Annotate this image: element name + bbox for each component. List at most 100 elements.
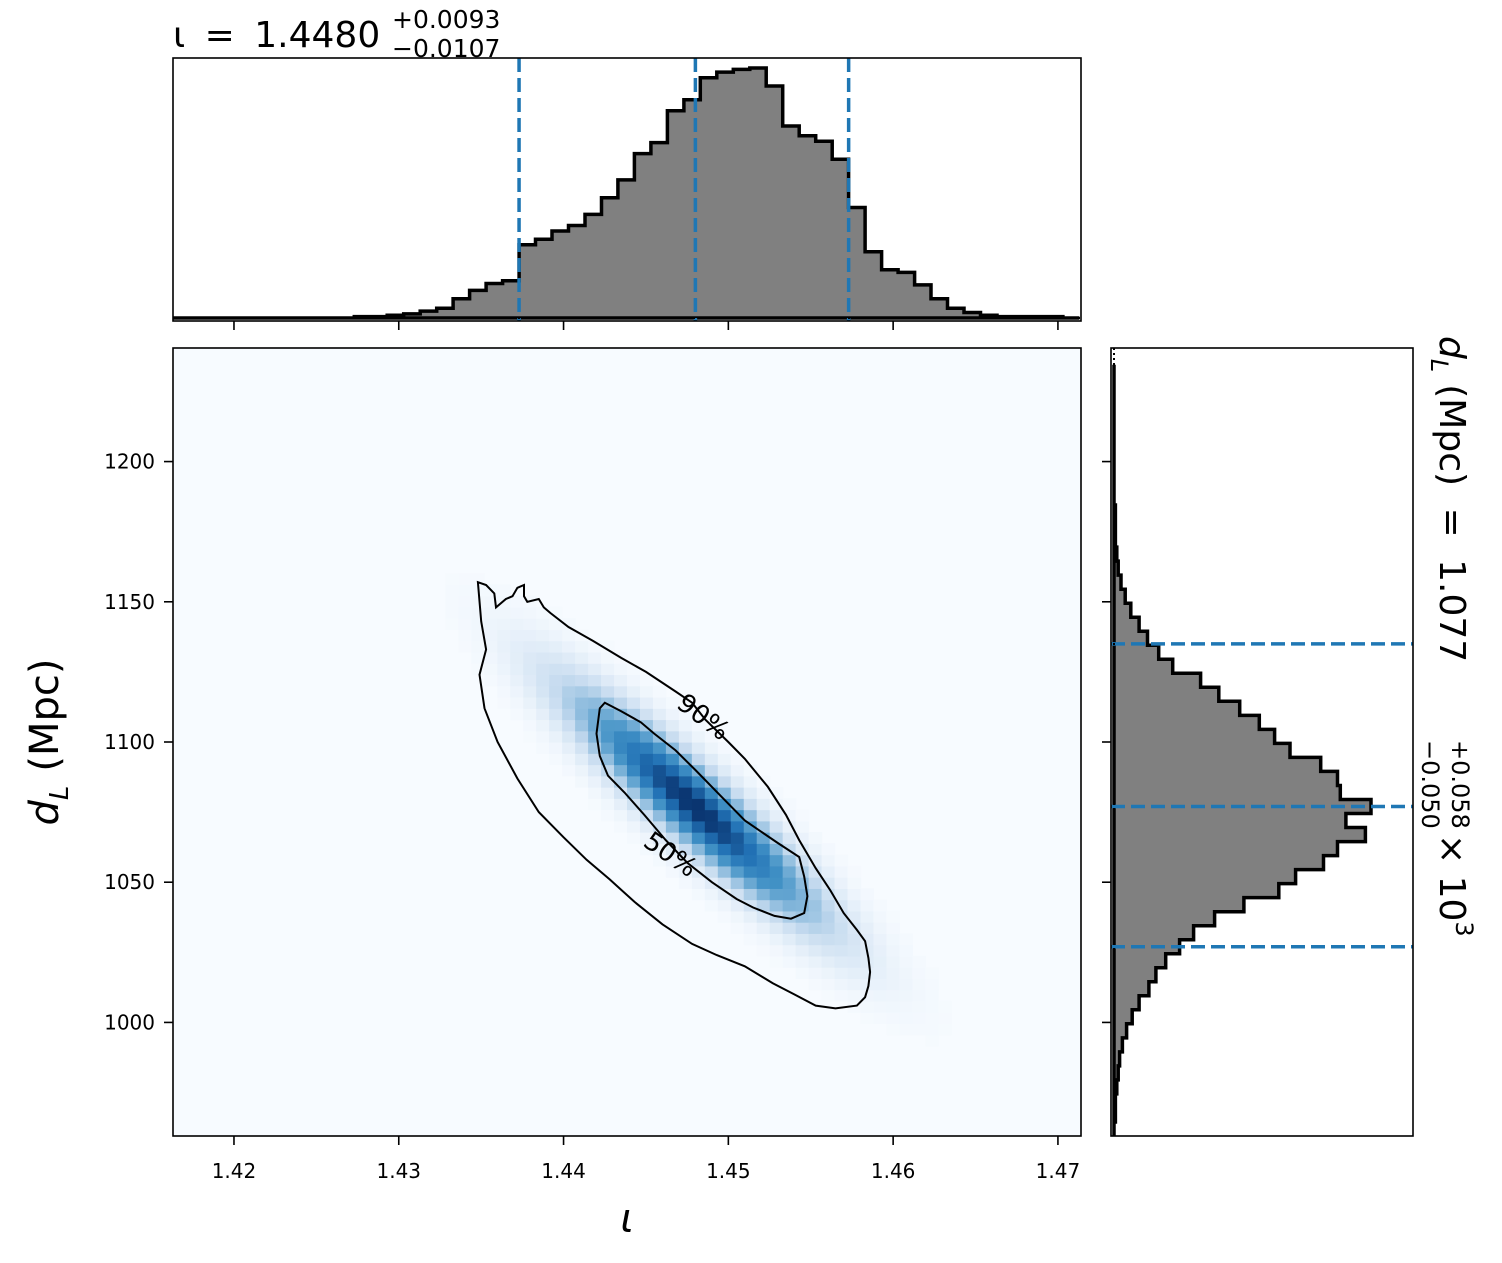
- dL-quantile-lines: [1111, 642, 1413, 949]
- iota-quantile-lines: [517, 58, 851, 321]
- dL-marginal-ticks: [1102, 460, 1111, 1024]
- density-cell: [510, 685, 524, 698]
- density-cell: [588, 685, 602, 698]
- density-cell: [717, 820, 732, 833]
- dL-title-minus: −0.050: [1416, 740, 1444, 829]
- density-cell: [873, 1000, 888, 1013]
- density-cell: [691, 832, 706, 844]
- density-cell: [652, 719, 667, 732]
- density-cell: [769, 843, 784, 856]
- density-cell: [536, 696, 550, 709]
- density-cell: [639, 775, 654, 788]
- density-cell: [497, 685, 511, 698]
- dL-title-subscript: L: [1425, 359, 1453, 372]
- density-cell: [795, 899, 810, 912]
- density-cell: [627, 708, 641, 721]
- density-cell: [601, 764, 615, 777]
- density-cell: [523, 730, 537, 743]
- density-cell: [549, 606, 563, 619]
- density-cell: [743, 764, 758, 777]
- density-cell: [536, 640, 550, 653]
- density-cell: [614, 696, 628, 709]
- iota-marginal-panel: ι = 1.4480 +0.0093 −0.0107: [172, 5, 1082, 330]
- density-cell: [549, 674, 563, 687]
- density-cell: [717, 865, 732, 878]
- density-cell: [601, 775, 615, 788]
- density-cell: [808, 899, 823, 912]
- density-cell: [458, 618, 472, 631]
- density-cell: [536, 742, 550, 754]
- density-cell: [717, 877, 732, 889]
- density-cell: [899, 1000, 913, 1013]
- density-cell: [471, 651, 485, 664]
- density-cell: [614, 820, 628, 833]
- density-cell: [899, 967, 913, 979]
- density-cell: [912, 989, 926, 1002]
- dL-title-symbol: d: [1431, 336, 1472, 360]
- density-cell: [730, 775, 745, 788]
- density-cell: [834, 955, 849, 968]
- x-axis-label: ι: [620, 1196, 634, 1242]
- iota-title-plus: +0.0093: [392, 5, 500, 34]
- density-cell: [873, 910, 888, 923]
- density-cell: [652, 820, 667, 833]
- density-cell: [458, 640, 472, 653]
- density-cell: [717, 742, 732, 754]
- density-cell: [639, 708, 654, 721]
- density-cell: [588, 730, 602, 743]
- density-cell: [549, 696, 563, 709]
- density-cell: [912, 1023, 926, 1036]
- density-cell: [886, 1012, 900, 1025]
- density-cell: [808, 922, 823, 934]
- iota-marginal-ticks: [233, 321, 1059, 330]
- density-cell: [588, 742, 602, 754]
- density-cell: [717, 843, 732, 856]
- density-cell: [730, 888, 745, 901]
- density-cell: [782, 832, 797, 844]
- density-cell: [562, 719, 576, 732]
- density-cell: [873, 922, 888, 934]
- density-cell: [639, 730, 654, 743]
- density-cell: [795, 843, 810, 856]
- density-cell: [808, 865, 823, 878]
- density-cell: [808, 888, 823, 901]
- density-cell: [497, 696, 511, 709]
- density-cell: [562, 663, 576, 676]
- density-cell: [562, 685, 576, 698]
- density-cell: [549, 719, 563, 732]
- density-cell: [925, 1012, 939, 1025]
- density-cell: [562, 618, 576, 631]
- density-cell: [717, 753, 732, 766]
- density-cell: [847, 944, 862, 957]
- iota-title-symbol: ι: [173, 15, 185, 56]
- density-cell: [808, 978, 823, 991]
- density-cell: [756, 910, 771, 923]
- density-cell: [562, 742, 576, 754]
- density-cell: [652, 809, 667, 822]
- density-cell: [834, 922, 849, 934]
- density-cell: [471, 640, 485, 653]
- density-cell: [536, 651, 550, 664]
- density-cell: [588, 640, 602, 653]
- density-cell: [704, 775, 719, 788]
- density-cell: [834, 989, 849, 1002]
- density-cell: [821, 854, 836, 867]
- density-cell: [549, 730, 563, 743]
- density-cell: [743, 820, 758, 833]
- density-cell: [730, 764, 745, 777]
- density-cell: [588, 708, 602, 721]
- density-cell: [704, 820, 719, 833]
- density-cell: [860, 922, 875, 934]
- density-cell: [691, 719, 706, 732]
- density-cell: [873, 978, 888, 991]
- density-cell: [627, 832, 641, 844]
- y-tick-label: 1000: [104, 1010, 155, 1034]
- density-cell: [691, 753, 706, 766]
- density-cell: [821, 955, 836, 968]
- dL-summary-title: dL(Mpc) = 1.077 +0.058 −0.050 × 103: [1416, 336, 1478, 937]
- density-cell: [756, 820, 771, 833]
- density-cell: [795, 854, 810, 867]
- density-cell: [925, 1023, 939, 1036]
- density-cell: [743, 775, 758, 788]
- density-cell: [782, 944, 797, 957]
